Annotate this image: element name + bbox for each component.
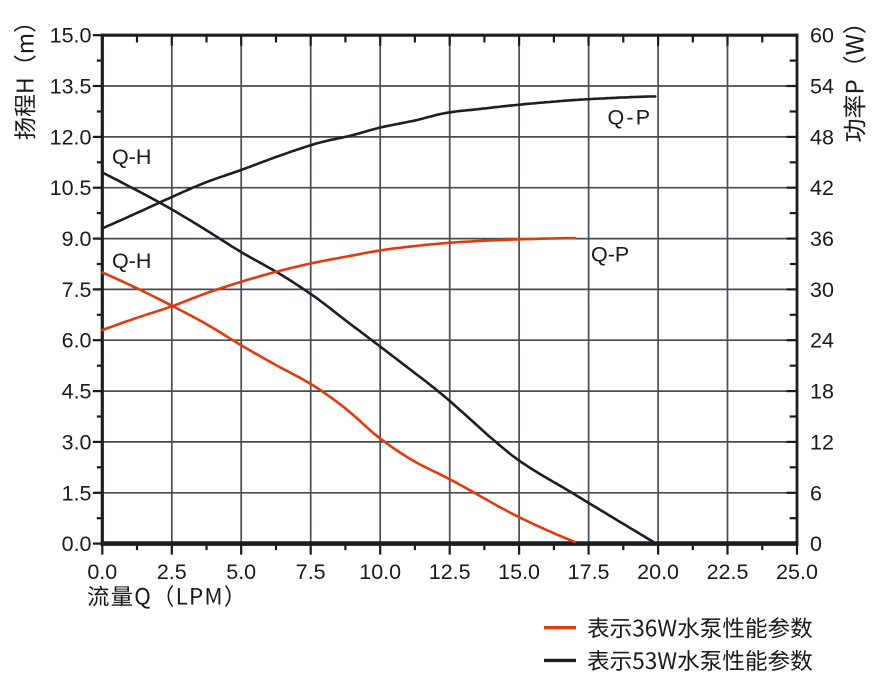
svg-text:10.0: 10.0 xyxy=(359,560,401,584)
svg-text:36: 36 xyxy=(810,227,834,251)
svg-text:7.5: 7.5 xyxy=(62,278,92,302)
svg-text:Q-H: Q-H xyxy=(112,249,151,273)
svg-text:2.5: 2.5 xyxy=(157,560,187,584)
svg-text:15.0: 15.0 xyxy=(498,560,540,584)
svg-text:3.0: 3.0 xyxy=(62,430,92,454)
svg-text:12.0: 12.0 xyxy=(50,125,92,149)
svg-text:0.0: 0.0 xyxy=(62,532,92,556)
svg-text:4.5: 4.5 xyxy=(62,380,92,404)
svg-text:60: 60 xyxy=(810,24,834,48)
svg-text:10.5: 10.5 xyxy=(50,176,92,200)
svg-text:Q-P: Q-P xyxy=(608,106,653,130)
svg-text:25.0: 25.0 xyxy=(776,560,818,584)
svg-text:24: 24 xyxy=(810,329,834,353)
svg-text:15.0: 15.0 xyxy=(50,24,92,48)
svg-text:12.5: 12.5 xyxy=(429,560,471,584)
svg-text:48: 48 xyxy=(810,125,834,149)
svg-text:12: 12 xyxy=(810,430,834,454)
svg-text:1.5: 1.5 xyxy=(62,481,92,505)
svg-text:6: 6 xyxy=(810,481,822,505)
svg-text:7.5: 7.5 xyxy=(296,560,326,584)
svg-text:54: 54 xyxy=(810,75,834,99)
svg-text:9.0: 9.0 xyxy=(62,227,92,251)
svg-text:6.0: 6.0 xyxy=(62,329,92,353)
svg-text:22.5: 22.5 xyxy=(707,560,749,584)
svg-text:Q-P: Q-P xyxy=(591,243,629,267)
svg-text:17.5: 17.5 xyxy=(568,560,610,584)
svg-text:5.0: 5.0 xyxy=(226,560,256,584)
svg-text:0: 0 xyxy=(810,532,822,556)
svg-text:20.0: 20.0 xyxy=(637,560,679,584)
svg-text:42: 42 xyxy=(810,176,834,200)
svg-text:30: 30 xyxy=(810,278,834,302)
svg-text:Q-H: Q-H xyxy=(112,145,151,169)
svg-text:18: 18 xyxy=(810,380,834,404)
svg-text:0.0: 0.0 xyxy=(87,560,117,584)
svg-text:13.5: 13.5 xyxy=(50,75,92,99)
